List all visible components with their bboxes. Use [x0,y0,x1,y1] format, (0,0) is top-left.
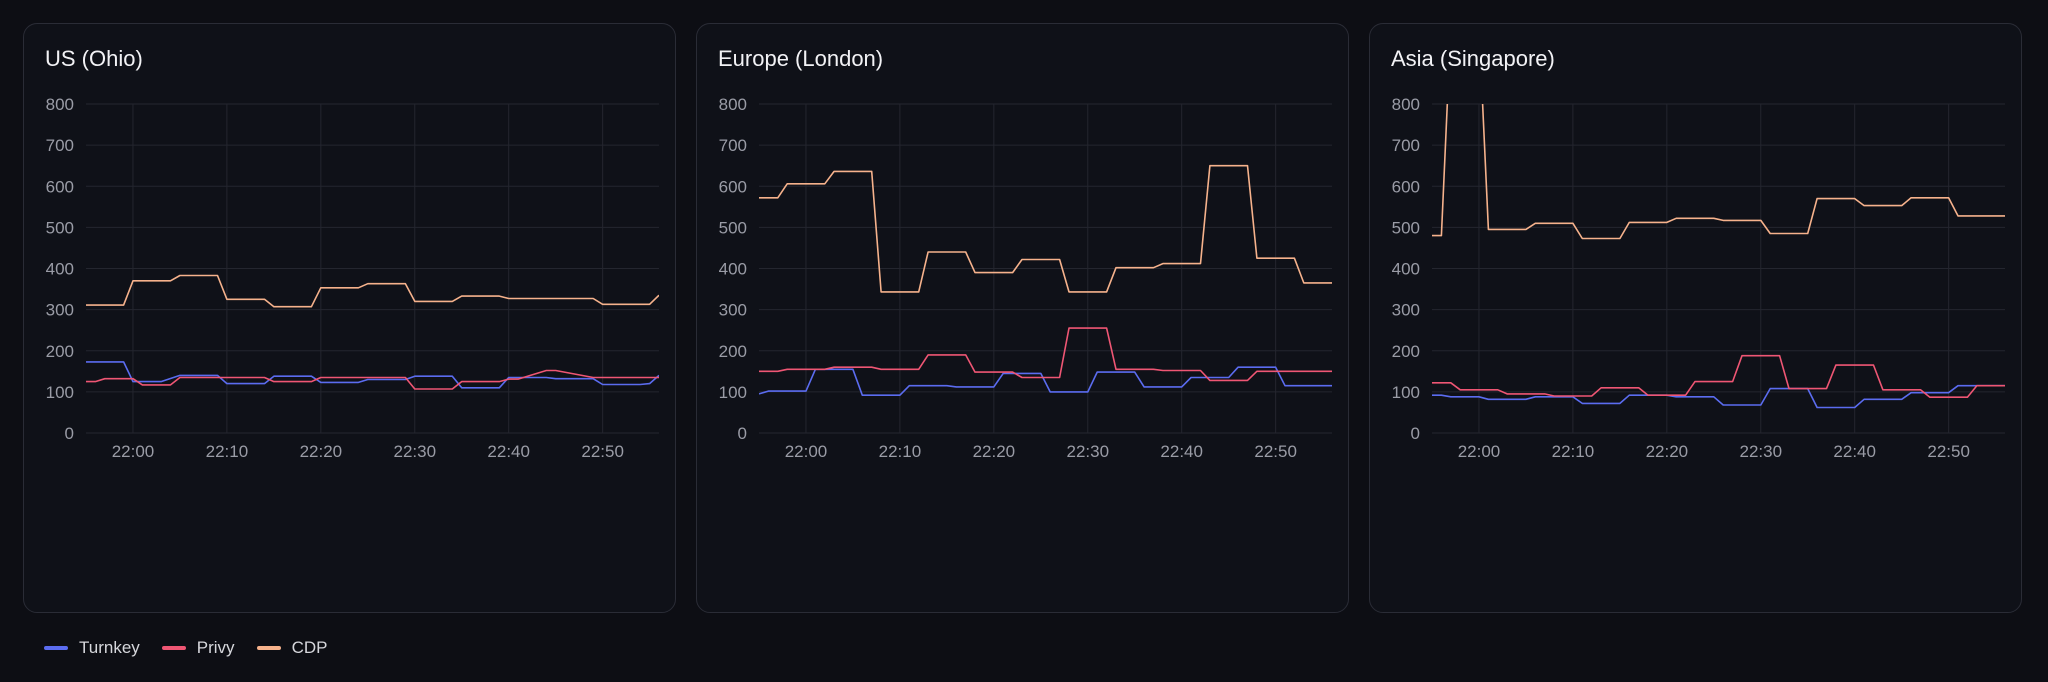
legend-label: Privy [196,638,235,657]
x-tick-label: 22:20 [973,442,1016,461]
series-line-cdp [86,274,659,308]
y-tick-label: 200 [46,342,74,361]
series-line-cdp [759,164,1332,293]
x-tick-label: 22:50 [1927,442,1970,461]
x-tick-label: 22:10 [206,442,249,461]
x-tick-label: 22:30 [1066,442,1109,461]
x-tick-label: 22:40 [1160,442,1203,461]
x-tick-label: 22:00 [112,442,155,461]
y-tick-label: 800 [46,95,74,114]
series-line-cdp [1432,104,2005,240]
x-tick-label: 22:00 [785,442,828,461]
chart-panel-us-ohio: US (Ohio) 0 100 200 300 400 500 600 700 800 22:00… [23,23,676,613]
legend-item-turnkey[interactable]: Turnkey [44,638,140,658]
y-tick-label: 700 [719,136,747,155]
legend-swatch-cdp [256,646,281,650]
line-chart-us-ohio: 0 100 200 300 400 500 600 700 800 22:00 22:10 22:20… [46,95,659,461]
x-tick-label: 22:40 [487,442,530,461]
series-line-turnkey [86,361,659,389]
line-chart-asia-singapore: 0 100 200 300 400 500 600 700 800 22:00 22:10 22:20… [1392,95,2005,461]
y-tick-label: 300 [1392,301,1420,320]
series-line-privy [86,369,659,390]
y-tick-label: 300 [46,301,74,320]
x-tick-label: 22:00 [1458,442,1501,461]
y-tick-label: 0 [65,424,74,443]
legend-label: CDP [291,638,328,657]
y-tick-label: 200 [719,342,747,361]
chart-title: Asia (Singapore) [1391,46,1555,71]
y-tick-label: 100 [1392,383,1420,402]
y-tick-label: 800 [719,95,747,114]
y-tick-label: 600 [719,177,747,196]
series-line-privy [1432,354,2005,399]
chart-title: US (Ohio) [45,46,143,71]
series-line-turnkey [759,366,1332,397]
x-tick-label: 22:10 [879,442,922,461]
y-tick-label: 700 [46,136,74,155]
y-tick-label: 700 [1392,136,1420,155]
y-tick-label: 600 [46,177,74,196]
line-chart-europe-london: 0 100 200 300 400 500 600 700 800 22:00 22:10 22:20… [719,95,1332,461]
x-tick-label: 22:20 [1646,442,1689,461]
x-tick-label: 22:30 [393,442,436,461]
legend-item-cdp[interactable]: CDP [256,638,328,658]
y-tick-label: 100 [46,383,74,402]
y-tick-label: 800 [1392,95,1420,114]
y-tick-label: 0 [738,424,747,443]
chart-title: Europe (London) [718,46,884,71]
y-tick-label: 500 [1392,218,1420,237]
legend: Turnkey Privy CDP [44,638,327,658]
y-tick-label: 200 [1392,342,1420,361]
legend-swatch-privy [161,646,186,650]
y-tick-label: 0 [1411,424,1420,443]
y-tick-label: 500 [46,218,74,237]
series-line-turnkey [1432,384,2005,409]
series-line-privy [759,327,1332,382]
x-tick-label: 22:50 [581,442,624,461]
y-tick-label: 300 [719,301,747,320]
x-tick-label: 22:50 [1254,442,1297,461]
y-tick-label: 100 [719,383,747,402]
chart-panel-europe-london: Europe (London) 0 100 200 300 400 500 600 700 80… [696,23,1349,613]
y-tick-label: 400 [719,260,747,279]
legend-swatch-turnkey [44,646,68,650]
legend-label: Turnkey [79,638,140,657]
x-tick-label: 22:40 [1833,442,1876,461]
y-tick-label: 500 [719,218,747,237]
y-tick-label: 600 [1392,177,1420,196]
y-tick-label: 400 [46,260,74,279]
legend-item-privy[interactable]: Privy [161,638,235,658]
x-tick-label: 22:10 [1552,442,1595,461]
x-tick-label: 22:20 [300,442,343,461]
x-tick-label: 22:30 [1739,442,1782,461]
y-tick-label: 400 [1392,260,1420,279]
chart-panel-asia-singapore: Asia (Singapore) 0 100 200 300 400 500 600 700 8… [1369,23,2022,613]
